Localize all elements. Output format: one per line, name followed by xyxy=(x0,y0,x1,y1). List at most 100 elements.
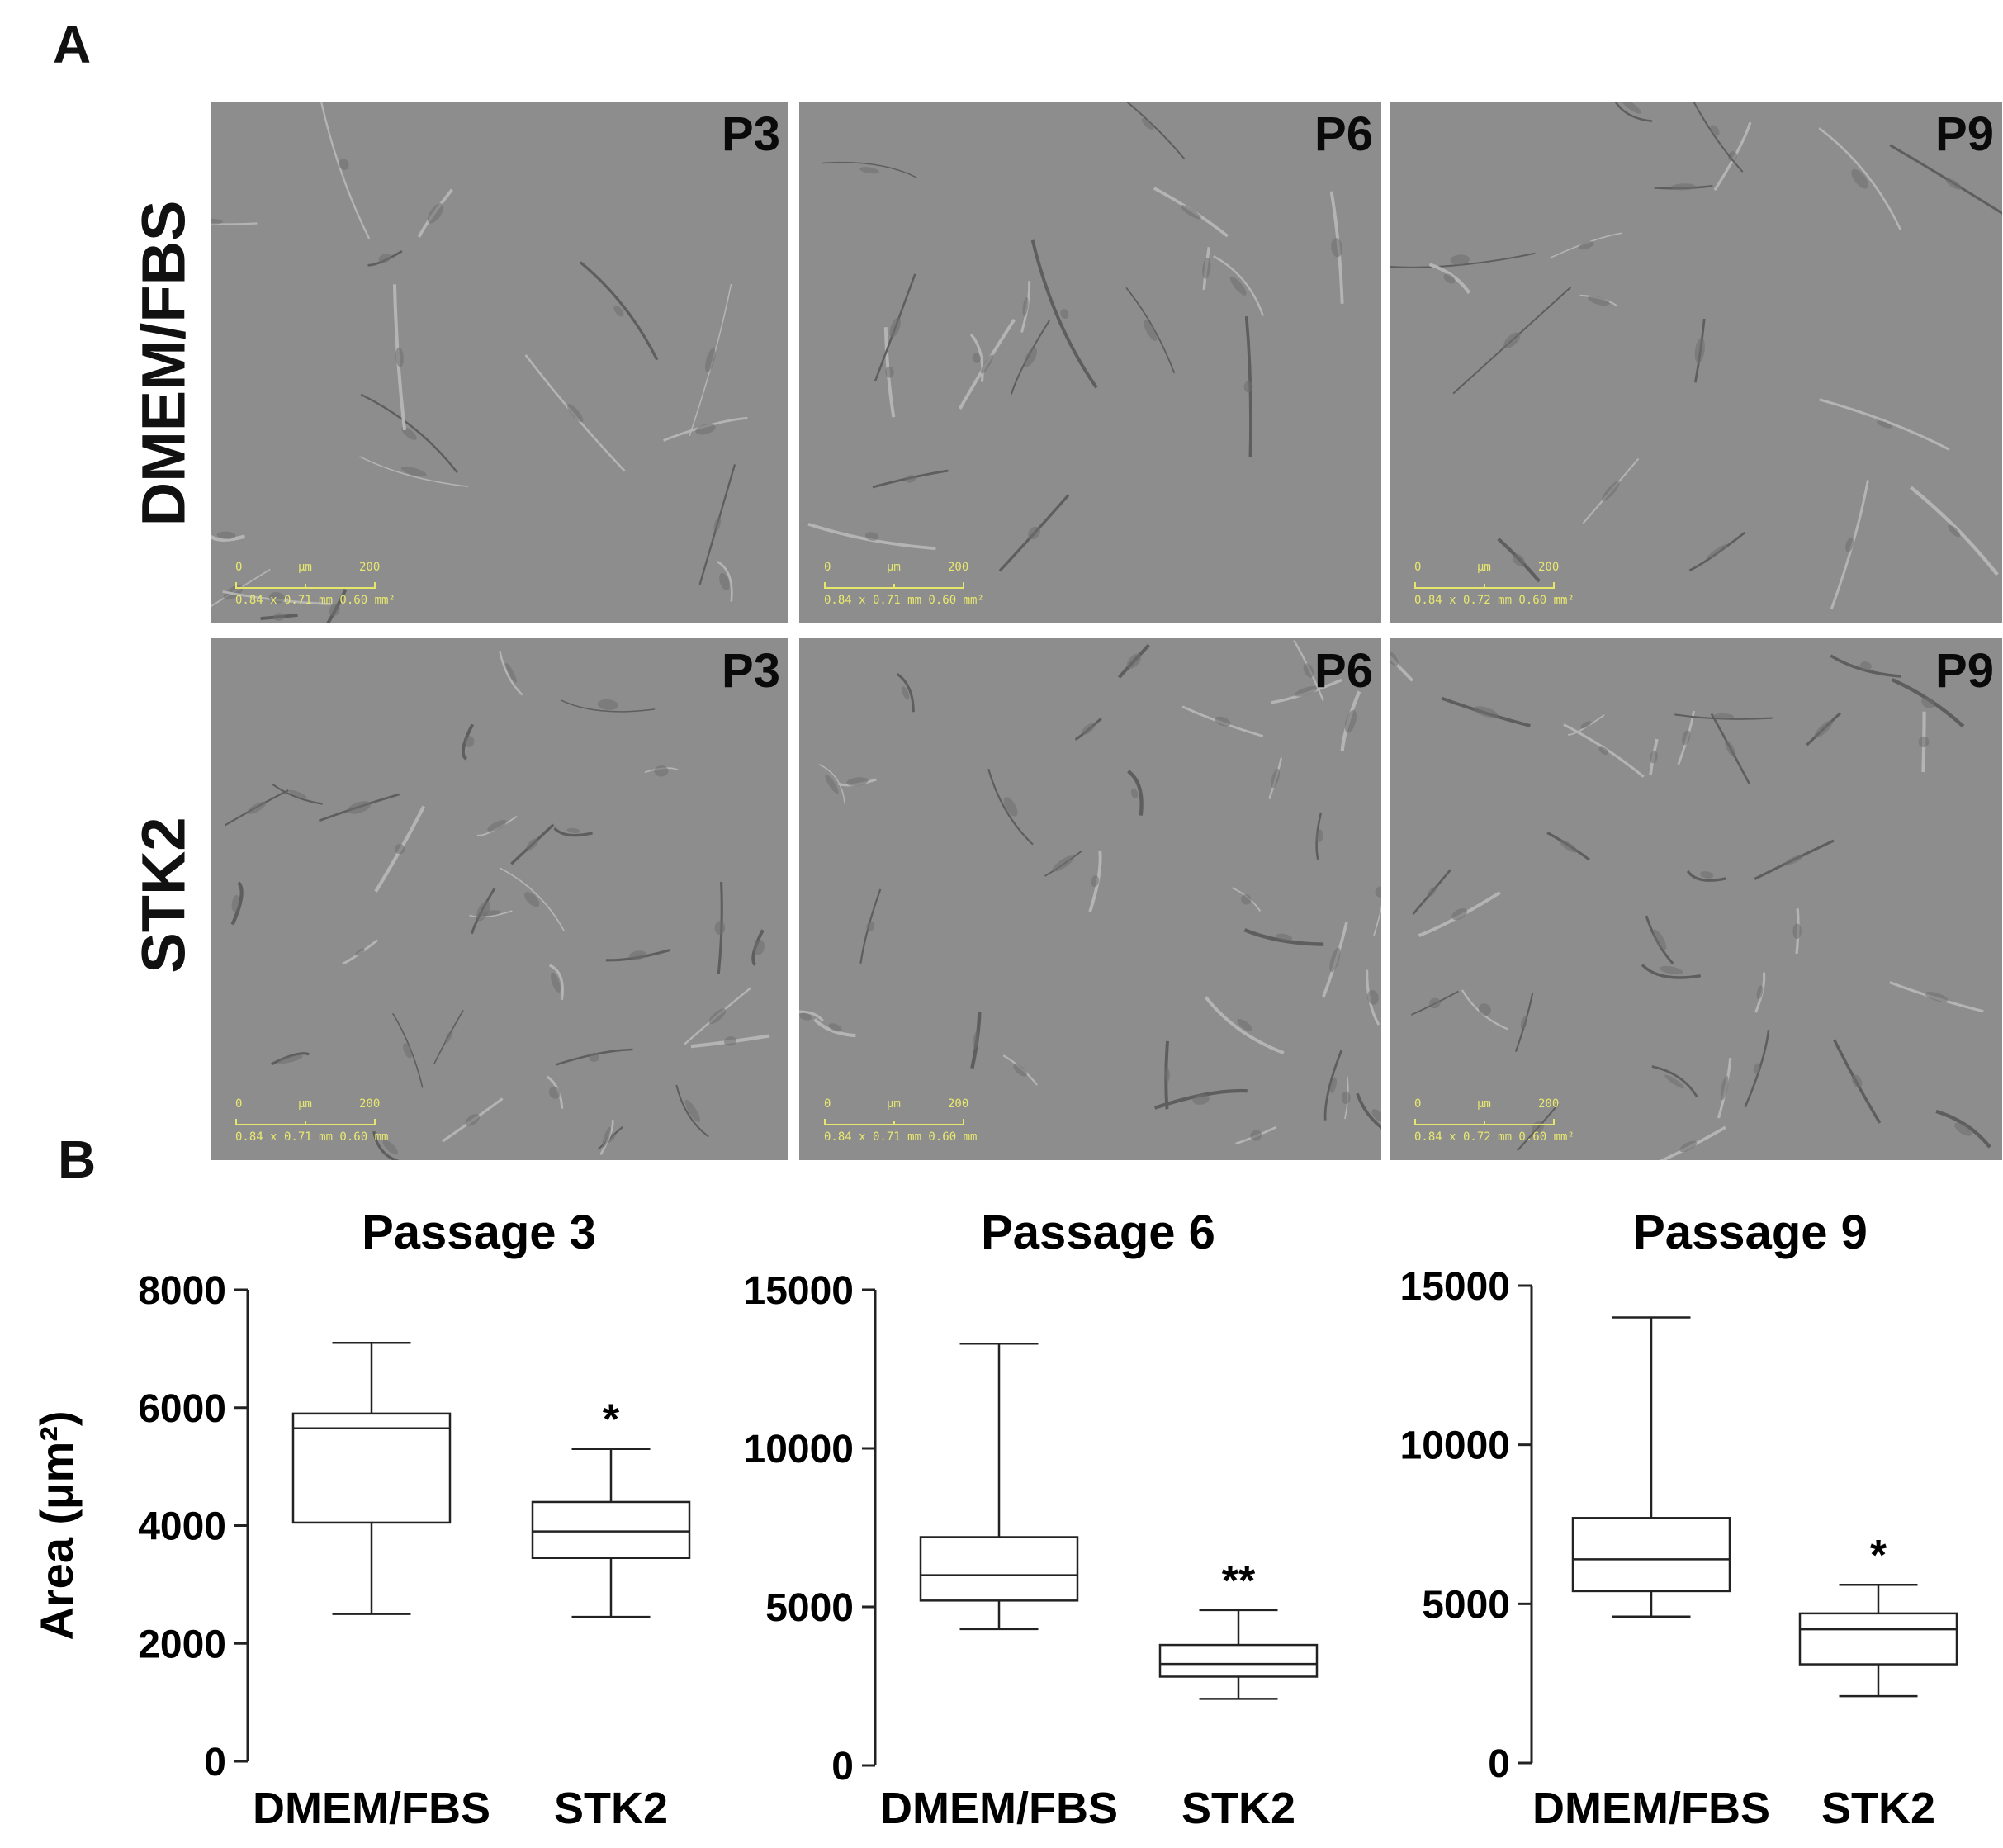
y-tick-label: 6000 xyxy=(138,1387,226,1431)
box-stk2: * xyxy=(531,1396,691,1618)
passage-label: P6 xyxy=(1314,107,1373,161)
y-tick-label: 15000 xyxy=(1400,1265,1510,1309)
row-label-stk2: STK2 xyxy=(129,817,198,974)
y-tick-label: 10000 xyxy=(744,1428,854,1471)
scale-unit: µm xyxy=(298,1097,312,1111)
scale-line xyxy=(235,1119,376,1125)
field-dimensions: 0.84 x 0.72 mm 0.60 mm² xyxy=(1414,594,1574,607)
iqr-box xyxy=(1158,1643,1319,1678)
box-dmem-fbs xyxy=(1571,1316,1731,1618)
field-dimensions: 0.84 x 0.71 mm 0.60 mm xyxy=(235,1130,389,1144)
scale-max: 200 xyxy=(948,561,969,574)
plot-title: Passage 3 xyxy=(362,1206,596,1259)
box-plot-svg: Passage 3 0 2000 4000 6000 8000 Area (µm²) DMEM… xyxy=(31,1206,691,1833)
x-category-label: STK2 xyxy=(554,1784,668,1833)
significance-marker: ** xyxy=(1222,1557,1256,1605)
scale-bar: 0 µm 200 0.84 x 0.71 mm 0.60 mm xyxy=(235,1097,388,1144)
y-tick-label: 5000 xyxy=(1422,1583,1510,1627)
box-plot-svg: Passage 6 0 5000 10000 15000 DMEM/FBS STK2 ** xyxy=(744,1206,1319,1833)
passage-label: P9 xyxy=(1935,644,1994,698)
y-tick-label: 5000 xyxy=(765,1586,854,1630)
iqr-box xyxy=(291,1412,452,1524)
scale-min: 0 xyxy=(235,1097,243,1111)
cell-texture xyxy=(1390,102,2002,610)
passage-label: P9 xyxy=(1935,107,1994,161)
panel-b-letter: B xyxy=(58,1130,97,1189)
field-dimensions: 0.84 x 0.71 mm 0.60 mm² xyxy=(235,594,395,607)
scale-max: 200 xyxy=(359,1097,381,1111)
iqr-box xyxy=(1798,1612,1958,1666)
x-category-label: DMEM/FBS xyxy=(880,1784,1118,1833)
x-category-label: DMEM/FBS xyxy=(253,1784,490,1833)
scale-unit: µm xyxy=(1477,561,1491,574)
iqr-box xyxy=(919,1536,1079,1602)
scale-line xyxy=(824,1119,964,1125)
iqr-box xyxy=(531,1500,691,1560)
significance-marker: * xyxy=(1870,1532,1887,1580)
passage-label: P3 xyxy=(722,107,780,161)
box-plot-svg: Passage 9 0 5000 10000 15000 DMEM/FBS STK2 * xyxy=(1400,1206,1958,1833)
passage-label: P3 xyxy=(722,644,780,698)
scale-line xyxy=(824,582,964,589)
scale-bar: 0 µm 200 0.84 x 0.71 mm 0.60 mm² xyxy=(824,561,984,607)
passage-label: P6 xyxy=(1314,644,1373,698)
micrograph-stk2-p3: P3 0 µm 200 0.84 x 0.71 mm 0.60 mm xyxy=(211,638,788,1160)
y-tick-label: 2000 xyxy=(138,1623,226,1666)
y-tick-label: 0 xyxy=(204,1741,226,1784)
y-tick-label: 10000 xyxy=(1400,1424,1510,1468)
scale-min: 0 xyxy=(235,561,243,574)
cell-texture xyxy=(799,639,1381,1145)
scale-unit: µm xyxy=(887,1097,901,1111)
cell-texture xyxy=(224,650,770,1160)
micrograph-dmem-fbs-p9: P9 0 µm 200 0.84 x 0.72 mm 0.60 mm² xyxy=(1390,102,2002,623)
scale-max: 200 xyxy=(948,1097,969,1111)
y-axis-label: Area (µm²) xyxy=(31,1410,83,1640)
panel-a-letter: A xyxy=(53,15,92,74)
scale-unit: µm xyxy=(1477,1097,1491,1111)
scale-min: 0 xyxy=(1414,1097,1422,1111)
scale-min: 0 xyxy=(824,561,831,574)
y-tick-label: 8000 xyxy=(138,1269,226,1313)
y-tick-label: 4000 xyxy=(138,1505,226,1549)
iqr-box xyxy=(1571,1517,1731,1593)
scale-min: 0 xyxy=(824,1097,831,1111)
row-label-dmem-fbs: DMEM/FBS xyxy=(129,200,198,527)
scale-min: 0 xyxy=(1414,561,1422,574)
scale-bar: 0 µm 200 0.84 x 0.72 mm 0.60 mm² xyxy=(1414,561,1574,607)
scale-line xyxy=(235,582,376,589)
scale-unit: µm xyxy=(298,561,312,574)
box-plot-passage-3: Passage 3 0 2000 4000 6000 8000 Area (µm²) DMEM… xyxy=(17,1197,694,1844)
y-tick-label: 15000 xyxy=(744,1269,854,1313)
box-stk2: * xyxy=(1798,1532,1958,1698)
scale-max: 200 xyxy=(359,561,381,574)
micrograph-dmem-fbs-p6: P6 0 µm 200 0.84 x 0.71 mm 0.60 mm² xyxy=(799,102,1381,623)
box-plot-passage-6: Passage 6 0 5000 10000 15000 DMEM/FBS STK2 ** xyxy=(694,1197,1338,1844)
x-category-label: STK2 xyxy=(1821,1784,1935,1833)
cell-texture xyxy=(211,102,748,623)
field-dimensions: 0.84 x 0.72 mm 0.60 mm² xyxy=(1414,1130,1574,1144)
y-tick-label: 0 xyxy=(1488,1742,1510,1786)
scale-max: 200 xyxy=(1538,561,1560,574)
scale-line xyxy=(1414,582,1555,589)
box-dmem-fbs xyxy=(919,1343,1079,1631)
scale-bar: 0 µm 200 0.84 x 0.72 mm 0.60 mm² xyxy=(1414,1097,1574,1144)
x-category-label: DMEM/FBS xyxy=(1532,1784,1770,1833)
y-tick-label: 0 xyxy=(831,1745,854,1789)
scale-line xyxy=(1414,1119,1555,1125)
micrograph-dmem-fbs-p3: P3 0 µm 200 0.84 x 0.71 mm 0.60 mm² xyxy=(211,102,788,623)
scale-bar: 0 µm 200 0.84 x 0.71 mm 0.60 mm xyxy=(824,1097,977,1144)
micrograph-stk2-p9: P9 0 µm 200 0.84 x 0.72 mm 0.60 mm² xyxy=(1390,638,2002,1160)
field-dimensions: 0.84 x 0.71 mm 0.60 mm² xyxy=(824,594,984,607)
scale-bar: 0 µm 200 0.84 x 0.71 mm 0.60 mm² xyxy=(235,561,395,607)
significance-marker: * xyxy=(603,1396,620,1444)
scale-unit: µm xyxy=(887,561,901,574)
box-plot-passage-9: Passage 9 0 5000 10000 15000 DMEM/FBS STK2 * xyxy=(1338,1197,2003,1844)
box-dmem-fbs xyxy=(291,1341,452,1615)
micrograph-stk2-p6: P6 0 µm 200 0.84 x 0.71 mm 0.60 mm xyxy=(799,638,1381,1160)
box-stk2: ** xyxy=(1158,1557,1319,1700)
x-category-label: STK2 xyxy=(1181,1784,1295,1833)
cell-texture xyxy=(1390,649,1991,1160)
plot-title: Passage 6 xyxy=(981,1206,1215,1259)
scale-max: 200 xyxy=(1538,1097,1560,1111)
cell-texture xyxy=(807,102,1344,572)
